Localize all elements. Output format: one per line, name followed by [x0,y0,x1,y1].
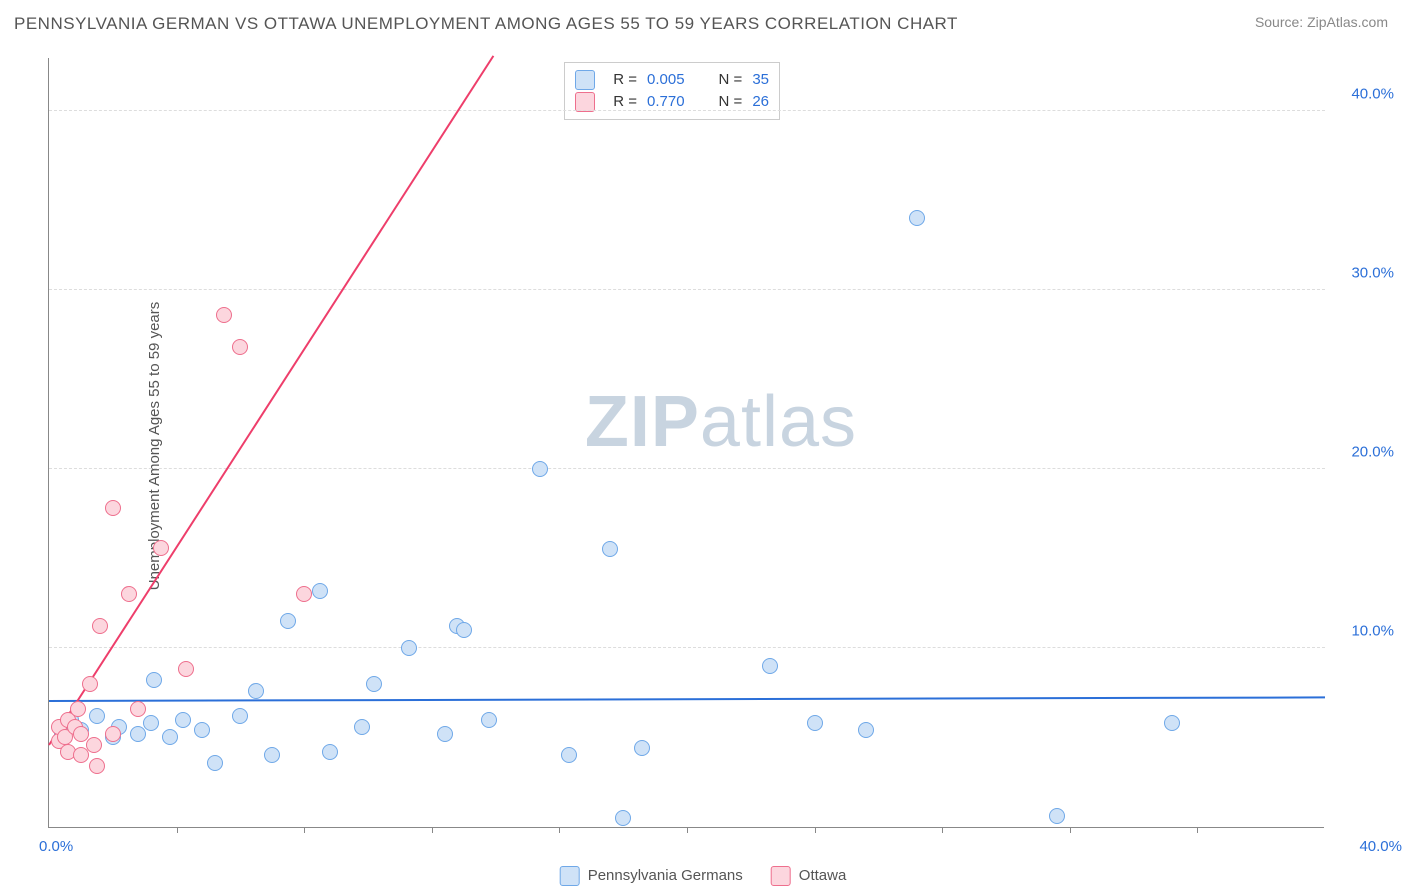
x-tick-mark [432,827,433,833]
data-point [807,715,823,731]
gridline [49,647,1325,648]
data-point [602,541,618,557]
gridline [49,110,1325,111]
data-point [130,726,146,742]
data-point [153,540,169,556]
plot-area: ZIPatlas R =0.005N =35R =0.770N =26 0.0%… [48,58,1324,828]
legend-label: Ottawa [799,867,847,884]
data-point [437,726,453,742]
data-point [481,712,497,728]
data-point [121,586,137,602]
legend-row: R = 0.005 N = 35 [575,69,769,91]
legend-item: Ottawa [771,866,847,886]
data-point [86,737,102,753]
x-tick-mark [815,827,816,833]
x-tick-mark [559,827,560,833]
data-point [216,307,232,323]
legend-r-label: R = [613,69,637,91]
data-point [194,722,210,738]
data-point [264,747,280,763]
data-point [762,658,778,674]
data-point [175,712,191,728]
x-tick-mark [1070,827,1071,833]
chart-container: PENNSYLVANIA GERMAN VS OTTAWA UNEMPLOYME… [0,0,1406,892]
data-point [280,613,296,629]
data-point [207,755,223,771]
data-point [1164,715,1180,731]
trend-line [49,696,1325,702]
x-tick-mark [177,827,178,833]
chart-title: PENNSYLVANIA GERMAN VS OTTAWA UNEMPLOYME… [14,14,958,34]
gridline [49,289,1325,290]
x-tick-mark [942,827,943,833]
data-point [178,661,194,677]
legend-label: Pennsylvania Germans [588,867,743,884]
data-point [70,701,86,717]
x-tick-mark [304,827,305,833]
x-tick-mark [687,827,688,833]
data-point [89,758,105,774]
data-point [312,583,328,599]
data-point [532,461,548,477]
y-tick-label: 10.0% [1334,622,1394,639]
data-point [354,719,370,735]
legend-r-value: 0.005 [647,69,685,91]
data-point [89,708,105,724]
y-tick-label: 20.0% [1334,443,1394,460]
data-point [146,672,162,688]
data-point [322,744,338,760]
legend-swatch [560,866,580,886]
x-tick-max: 40.0% [1342,838,1402,855]
data-point [909,210,925,226]
series-legend: Pennsylvania Germans Ottawa [560,866,847,886]
data-point [561,747,577,763]
data-point [105,726,121,742]
data-point [858,722,874,738]
x-tick-min: 0.0% [39,838,73,855]
data-point [73,747,89,763]
legend-swatch [575,70,595,90]
data-point [634,740,650,756]
legend-item: Pennsylvania Germans [560,866,743,886]
y-tick-label: 30.0% [1334,264,1394,281]
data-point [401,640,417,656]
x-tick-mark [1197,827,1198,833]
data-point [1049,808,1065,824]
data-point [105,500,121,516]
data-point [456,622,472,638]
legend-n-label: N = [719,69,743,91]
gridline [49,468,1325,469]
data-point [366,676,382,692]
data-point [143,715,159,731]
data-point [130,701,146,717]
data-point [232,339,248,355]
correlation-legend: R =0.005N =35R =0.770N =26 [564,62,780,120]
data-point [248,683,264,699]
data-point [232,708,248,724]
legend-n-value: 35 [752,69,769,91]
data-point [162,729,178,745]
legend-swatch [771,866,791,886]
y-tick-label: 40.0% [1334,85,1394,102]
watermark-light: atlas [700,382,857,462]
trend-line [48,55,494,745]
watermark-bold: ZIP [585,382,700,462]
source-label: Source: ZipAtlas.com [1255,14,1388,30]
data-point [82,676,98,692]
data-point [296,586,312,602]
data-point [92,618,108,634]
data-point [615,810,631,826]
watermark: ZIPatlas [585,381,857,463]
